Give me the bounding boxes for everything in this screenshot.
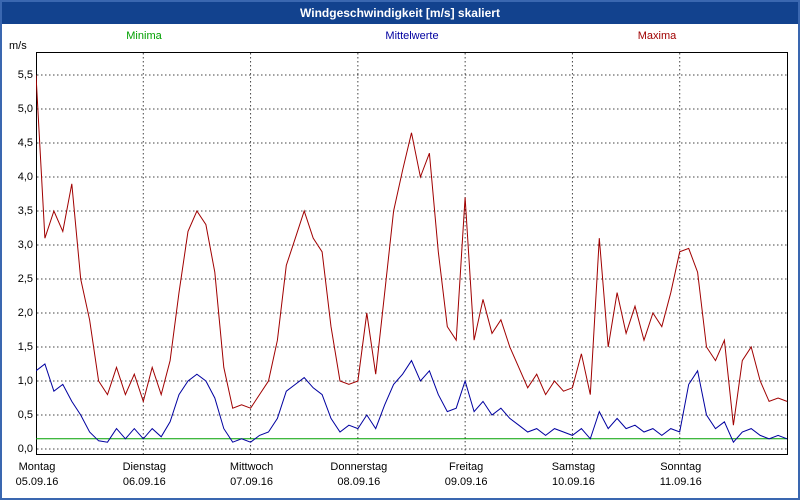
y-tick-label: 1,0 bbox=[17, 375, 33, 387]
window-title: Windgeschwindigkeit [m/s] skaliert bbox=[300, 6, 500, 20]
y-tick-label: 1,5 bbox=[17, 341, 33, 353]
plot-border bbox=[36, 52, 788, 455]
y-tick-label: 2,0 bbox=[17, 307, 33, 319]
x-day-label: Montag bbox=[18, 461, 56, 473]
x-day-label: Freitag bbox=[449, 461, 484, 473]
x-day-label: Donnerstag bbox=[330, 461, 388, 473]
legend-maxima: Maxima bbox=[637, 30, 677, 42]
y-tick-label: 3,0 bbox=[17, 239, 33, 251]
legend-minima: Minima bbox=[126, 30, 162, 42]
x-date-label: 10.09.16 bbox=[552, 476, 595, 488]
y-tick-label: 4,5 bbox=[17, 137, 33, 149]
plot-svg bbox=[36, 52, 788, 455]
x-date-label: 11.09.16 bbox=[659, 476, 702, 488]
x-day-label: Samstag bbox=[551, 461, 596, 473]
y-tick-label: 4,0 bbox=[17, 171, 33, 183]
y-tick-label: 2,5 bbox=[17, 273, 33, 285]
x-date-label: 06.09.16 bbox=[122, 476, 166, 488]
y-tick-label: 0,0 bbox=[17, 443, 33, 455]
x-day-label: Mittwoch bbox=[229, 461, 274, 473]
y-tick-label: 5,0 bbox=[17, 103, 33, 115]
series-line-maxima bbox=[36, 74, 788, 426]
legend-mittelwerte: Mittelwerte bbox=[385, 30, 439, 42]
y-tick-label: 5,5 bbox=[17, 69, 33, 81]
series-line-mittelwerte bbox=[36, 359, 788, 444]
x-date-label: 08.09.16 bbox=[337, 476, 381, 488]
x-day-label: Sonntag bbox=[660, 461, 702, 473]
y-tick-label: 3,5 bbox=[17, 205, 33, 217]
y-axis-unit: m/s bbox=[9, 40, 27, 52]
title-bar: Windgeschwindigkeit [m/s] skaliert bbox=[2, 2, 798, 24]
x-date-label: 09.09.16 bbox=[444, 476, 488, 488]
y-tick-label: 0,5 bbox=[17, 409, 33, 421]
x-day-label: Dienstag bbox=[122, 461, 166, 473]
x-date-label: 05.09.16 bbox=[15, 476, 59, 488]
x-date-label: 07.09.16 bbox=[230, 476, 273, 488]
